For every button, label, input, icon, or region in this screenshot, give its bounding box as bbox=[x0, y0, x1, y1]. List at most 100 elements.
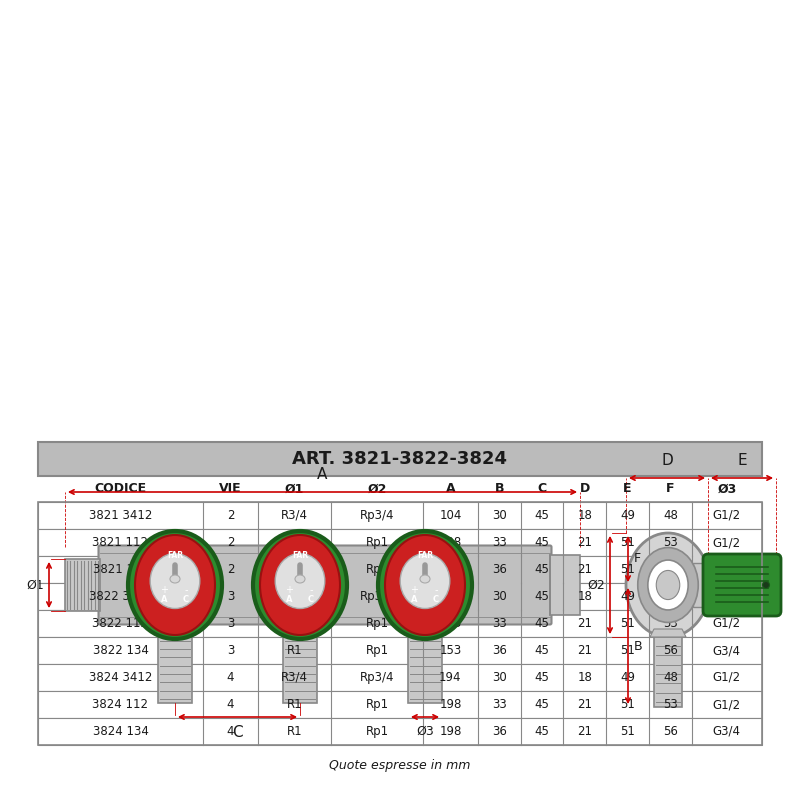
Text: 3: 3 bbox=[226, 617, 234, 630]
Bar bbox=[38, 502, 762, 745]
Ellipse shape bbox=[648, 560, 688, 610]
Text: 3: 3 bbox=[226, 644, 234, 657]
Text: A: A bbox=[410, 594, 418, 603]
Text: 48: 48 bbox=[663, 671, 678, 684]
Text: Ø3: Ø3 bbox=[416, 725, 434, 738]
Ellipse shape bbox=[150, 554, 200, 609]
Bar bbox=[550, 555, 580, 615]
Text: 53: 53 bbox=[663, 536, 678, 549]
Text: 36: 36 bbox=[492, 725, 506, 738]
Text: G3/4: G3/4 bbox=[713, 563, 741, 576]
Polygon shape bbox=[650, 629, 686, 637]
Text: Rp3/4: Rp3/4 bbox=[360, 671, 394, 684]
Text: 3824 3412: 3824 3412 bbox=[89, 671, 152, 684]
Bar bbox=[654, 637, 682, 707]
Text: F: F bbox=[666, 482, 674, 495]
Text: F: F bbox=[634, 553, 641, 566]
Ellipse shape bbox=[275, 554, 325, 609]
Text: 149: 149 bbox=[439, 590, 462, 603]
Text: G3/4: G3/4 bbox=[713, 644, 741, 657]
Text: Ø2: Ø2 bbox=[587, 578, 605, 591]
Text: 2: 2 bbox=[226, 509, 234, 522]
Text: 33: 33 bbox=[492, 617, 506, 630]
Text: 21: 21 bbox=[578, 536, 592, 549]
Text: -: - bbox=[184, 585, 188, 595]
Text: 51: 51 bbox=[620, 617, 635, 630]
Text: 45: 45 bbox=[534, 509, 550, 522]
Text: 45: 45 bbox=[534, 644, 550, 657]
Text: G3/4: G3/4 bbox=[713, 725, 741, 738]
Text: ART. 3821-3822-3824: ART. 3821-3822-3824 bbox=[293, 450, 507, 468]
Text: 3824 134: 3824 134 bbox=[93, 725, 149, 738]
Text: 45: 45 bbox=[534, 563, 550, 576]
Text: CODICE: CODICE bbox=[94, 482, 146, 495]
Bar bbox=[38, 664, 762, 691]
Text: 4: 4 bbox=[226, 725, 234, 738]
Text: B: B bbox=[494, 482, 504, 495]
Ellipse shape bbox=[128, 531, 222, 639]
Text: R3/4: R3/4 bbox=[281, 671, 308, 684]
Text: Ø2: Ø2 bbox=[367, 482, 386, 495]
Text: Rp1: Rp1 bbox=[366, 725, 389, 738]
Text: 4: 4 bbox=[226, 671, 234, 684]
Text: Rp3/4: Rp3/4 bbox=[360, 590, 394, 603]
Bar bbox=[693, 563, 714, 607]
Text: 3821 134: 3821 134 bbox=[93, 563, 149, 576]
Bar bbox=[38, 637, 762, 664]
Bar bbox=[283, 623, 317, 703]
Text: 33: 33 bbox=[492, 536, 506, 549]
Text: 45: 45 bbox=[534, 671, 550, 684]
Text: A: A bbox=[286, 594, 292, 603]
Text: 21: 21 bbox=[578, 563, 592, 576]
Text: Rp1: Rp1 bbox=[366, 563, 389, 576]
Text: 104: 104 bbox=[439, 509, 462, 522]
Text: E: E bbox=[623, 482, 632, 495]
Text: 51: 51 bbox=[620, 563, 635, 576]
Ellipse shape bbox=[385, 535, 465, 635]
Text: 36: 36 bbox=[492, 563, 506, 576]
Text: G1/2: G1/2 bbox=[713, 536, 741, 549]
Ellipse shape bbox=[260, 535, 340, 635]
Ellipse shape bbox=[378, 531, 472, 639]
Text: 51: 51 bbox=[620, 698, 635, 711]
Ellipse shape bbox=[656, 570, 680, 599]
Text: 21: 21 bbox=[578, 698, 592, 711]
Text: R1: R1 bbox=[286, 563, 302, 576]
Ellipse shape bbox=[170, 575, 180, 583]
Text: 2: 2 bbox=[226, 563, 234, 576]
Text: 30: 30 bbox=[492, 509, 506, 522]
Ellipse shape bbox=[626, 533, 710, 637]
Text: 21: 21 bbox=[578, 617, 592, 630]
Bar bbox=[38, 583, 762, 610]
Text: G1/2: G1/2 bbox=[713, 509, 741, 522]
Text: 198: 198 bbox=[439, 698, 462, 711]
Text: Rp1: Rp1 bbox=[366, 617, 389, 630]
Text: 18: 18 bbox=[578, 671, 592, 684]
Text: 49: 49 bbox=[620, 509, 635, 522]
Text: 21: 21 bbox=[578, 725, 592, 738]
Text: FAR: FAR bbox=[417, 550, 433, 559]
Bar bbox=[408, 623, 442, 703]
Ellipse shape bbox=[135, 535, 215, 635]
Text: 153: 153 bbox=[439, 644, 462, 657]
Text: D: D bbox=[580, 482, 590, 495]
Text: 56: 56 bbox=[663, 644, 678, 657]
Text: 4: 4 bbox=[226, 698, 234, 711]
Text: Rp1: Rp1 bbox=[366, 698, 389, 711]
Text: 45: 45 bbox=[534, 590, 550, 603]
Bar bbox=[158, 623, 192, 703]
Text: 18: 18 bbox=[578, 590, 592, 603]
Text: C: C bbox=[308, 594, 314, 603]
Text: 18: 18 bbox=[578, 509, 592, 522]
Text: 3824 112: 3824 112 bbox=[93, 698, 149, 711]
Text: +: + bbox=[285, 585, 293, 595]
Text: C: C bbox=[232, 725, 243, 740]
Text: Rp3/4: Rp3/4 bbox=[360, 509, 394, 522]
Text: A: A bbox=[161, 594, 167, 603]
Ellipse shape bbox=[762, 582, 770, 589]
Text: 33: 33 bbox=[492, 698, 506, 711]
Text: G1/2: G1/2 bbox=[713, 617, 741, 630]
Text: 3822 112: 3822 112 bbox=[93, 617, 149, 630]
Text: Rp1: Rp1 bbox=[366, 536, 389, 549]
Text: 53: 53 bbox=[663, 617, 678, 630]
